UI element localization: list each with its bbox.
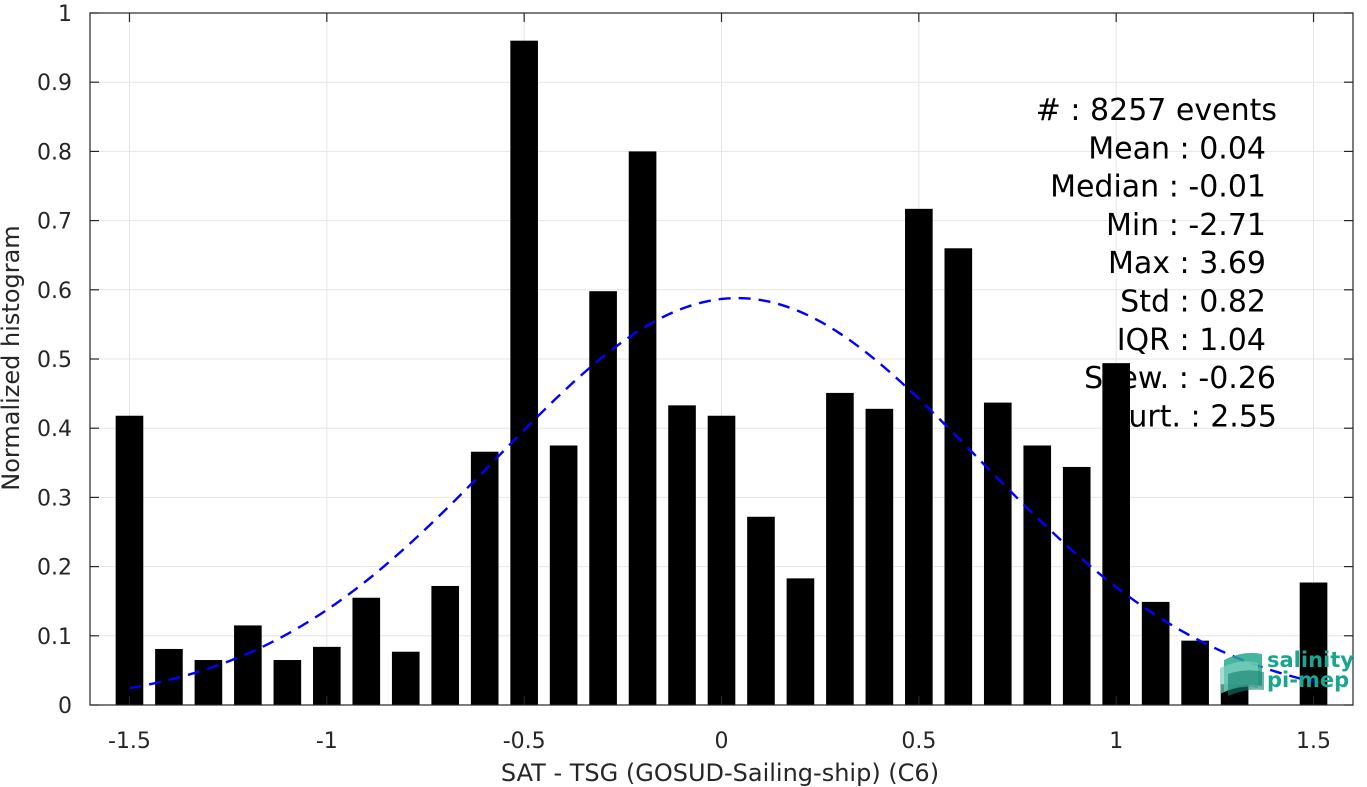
stat-line: Std : 0.82 xyxy=(1120,285,1266,320)
x-tick-label: 0.5 xyxy=(901,729,936,754)
histogram-bar xyxy=(510,40,538,706)
y-tick-label: 0.8 xyxy=(37,140,72,165)
histogram-bar xyxy=(865,408,894,705)
stat-line: # : 8257 events xyxy=(1036,93,1277,128)
histogram-bar xyxy=(470,451,499,705)
histogram-bar xyxy=(1299,582,1328,705)
histogram-bar xyxy=(668,405,696,705)
histogram-bar xyxy=(786,578,815,705)
fit-curve xyxy=(129,296,1314,690)
logo-text-salinity: salinity xyxy=(1267,648,1354,672)
logo-text-pimep: pi-mep xyxy=(1267,668,1349,692)
histogram-bar xyxy=(1023,445,1052,705)
y-tick-label: 0.2 xyxy=(37,556,72,581)
gaussian-fit-line xyxy=(129,296,1314,690)
x-tick-label: -0.5 xyxy=(503,729,546,754)
histogram-bar xyxy=(1181,640,1209,705)
y-tick-label: 0.9 xyxy=(37,71,72,96)
y-tick-label: 0.4 xyxy=(37,417,72,442)
y-tick-label: 0.1 xyxy=(37,625,72,650)
histogram-bar xyxy=(549,445,578,705)
x-tick-label: 0 xyxy=(715,729,729,754)
histogram-bar xyxy=(1102,363,1131,705)
histogram-bar xyxy=(628,151,657,705)
histogram-bar xyxy=(944,248,973,705)
y-axis-ticks: 0 0.1 0.2 0.3 0.4 0.5 0.6 0.7 0.8 0.9 1 xyxy=(37,2,1353,719)
histogram-bar xyxy=(234,625,262,705)
y-tick-label: 0.3 xyxy=(37,486,72,511)
x-axis-label: SAT - TSG (GOSUD-Sailing-ship) (C6) xyxy=(501,759,939,787)
stat-line: Skew. : -0.26 xyxy=(1084,361,1276,396)
histogram-bar xyxy=(352,597,381,705)
histogram-bar xyxy=(1062,466,1091,705)
y-tick-label: 0.6 xyxy=(37,279,72,304)
histogram-bar xyxy=(826,392,854,705)
y-tick-label: 0.7 xyxy=(37,210,72,235)
histogram-bar xyxy=(707,415,736,705)
histogram-bar xyxy=(312,646,341,705)
histogram-bar xyxy=(194,660,223,705)
x-axis-ticks: -1.5 -1 -0.5 0 0.5 1 1.5 xyxy=(108,13,1331,754)
histogram-bar xyxy=(431,585,460,705)
histogram-bar xyxy=(983,402,1012,705)
y-tick-label: 1 xyxy=(58,2,72,27)
stat-line: Mean : 0.04 xyxy=(1088,131,1266,166)
bars xyxy=(115,40,1328,706)
x-tick-label: 1 xyxy=(1109,729,1123,754)
x-tick-label: -1.5 xyxy=(108,729,151,754)
histogram-bar xyxy=(905,208,933,705)
logo-wave-icon xyxy=(1220,652,1264,696)
y-tick-label: 0.5 xyxy=(37,348,72,373)
histogram-bar xyxy=(589,291,617,705)
y-axis-label: Normalized histogram xyxy=(0,225,25,490)
histogram-bar xyxy=(1141,601,1170,705)
histogram-bar xyxy=(115,415,144,705)
histogram-bar xyxy=(747,516,775,705)
x-tick-label: -1 xyxy=(316,729,338,754)
x-tick-label: 1.5 xyxy=(1296,729,1331,754)
stat-line: Median : -0.01 xyxy=(1050,170,1266,205)
stat-line: Max : 3.69 xyxy=(1108,246,1266,281)
y-tick-label: 0 xyxy=(58,694,72,719)
histogram-bar xyxy=(391,651,420,705)
salinity-pimep-logo: salinity pi-mep xyxy=(1220,648,1354,696)
stat-line: Min : -2.71 xyxy=(1106,208,1266,243)
stat-line: Kurt. : 2.55 xyxy=(1110,399,1277,434)
stat-line: IQR : 1.04 xyxy=(1117,323,1266,358)
histogram-bar xyxy=(273,660,302,705)
